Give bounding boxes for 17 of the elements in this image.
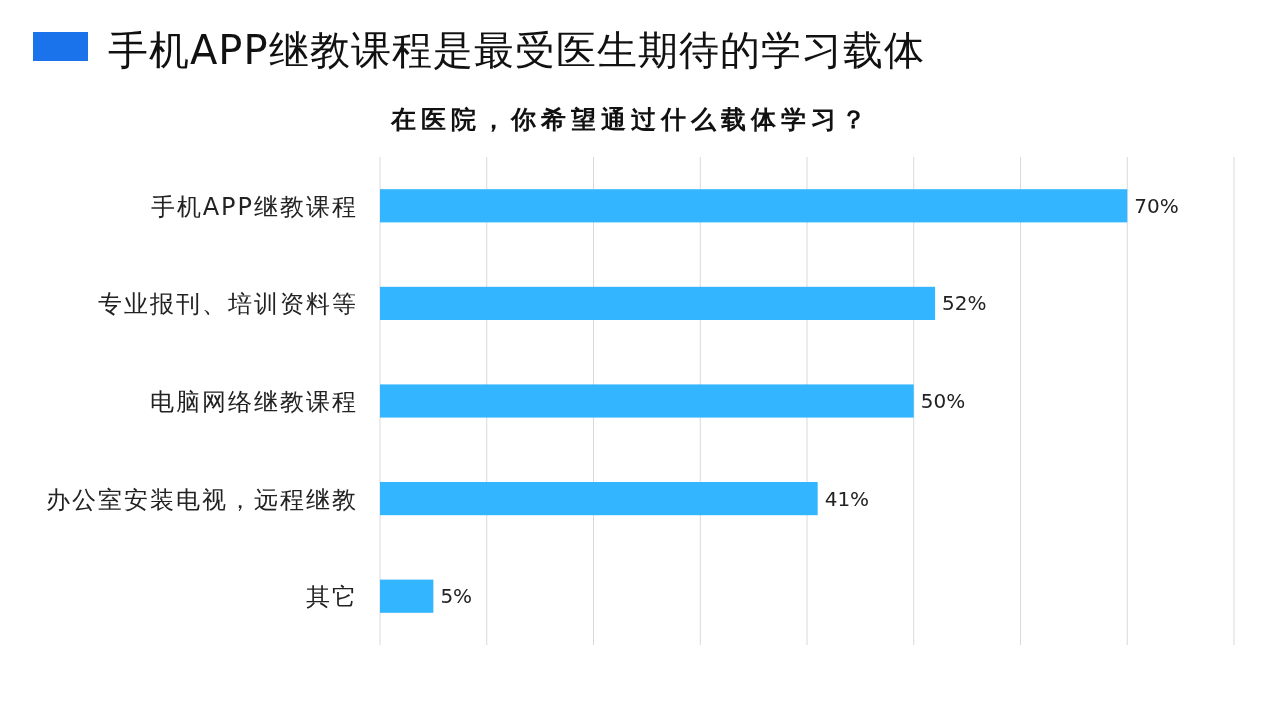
data-label: 70% — [1134, 193, 1179, 218]
data-label: 50% — [920, 389, 966, 413]
bar — [380, 384, 914, 418]
y-tick-label: 电脑网络继教课程 — [150, 388, 358, 416]
bar — [380, 579, 434, 613]
data-label: 5% — [440, 584, 473, 609]
bar — [380, 286, 936, 320]
chart-title: 手机APP继教课程是最受医生期待的学习载体 — [108, 27, 925, 73]
y-tick-label: 手机APP继教课程 — [150, 192, 358, 221]
bar — [380, 482, 818, 516]
y-tick-label: 办公室安装电视，远程继教 — [46, 485, 358, 514]
chart-subtitle: 在医院，你希望通过什么载体学习？ — [390, 105, 871, 134]
y-tick-label: 其它 — [306, 583, 358, 612]
data-label: 52% — [942, 291, 987, 316]
data-label: 41% — [824, 486, 870, 511]
y-tick-label: 专业报刊、培训资料等 — [98, 290, 358, 319]
bar — [380, 189, 1128, 223]
